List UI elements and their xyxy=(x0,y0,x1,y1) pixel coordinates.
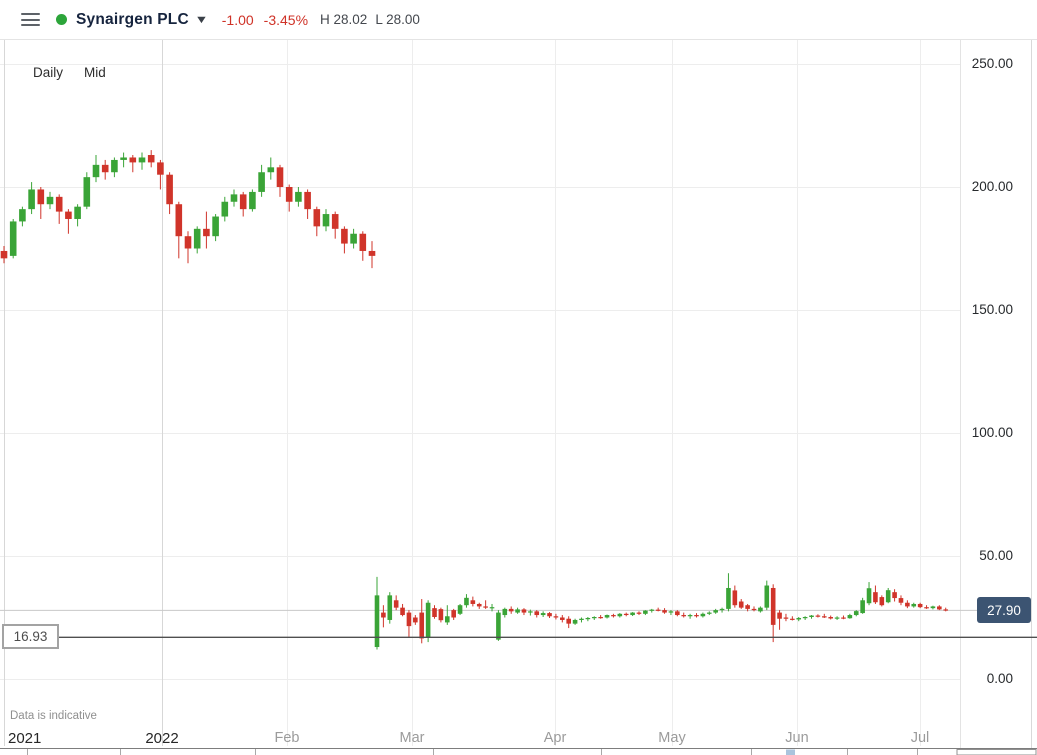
current-price-badge: 27.90 xyxy=(977,597,1031,623)
y-axis-label: 250.00 xyxy=(971,56,1013,71)
y-axis-label: 50.00 xyxy=(979,548,1013,563)
x-axis-label: Jun xyxy=(785,730,809,746)
x-axis-label: May xyxy=(658,730,686,746)
symbol-name[interactable]: Synairgen PLC xyxy=(76,10,189,28)
x-axis-label: 2021 xyxy=(8,730,42,747)
y-axis-label: 200.00 xyxy=(971,179,1013,194)
header-bar: Synairgen PLC ▼ -1.00 -3.45% H 28.02 L 2… xyxy=(0,0,1037,40)
footer-disclaimer: Data is indicative xyxy=(10,710,97,722)
x-axis-label: Feb xyxy=(274,730,300,746)
y-axis-label: 150.00 xyxy=(971,302,1013,317)
y-axis-label: 100.00 xyxy=(971,425,1013,440)
y-axis-label: 0.00 xyxy=(986,671,1013,686)
menu-icon[interactable] xyxy=(21,13,40,26)
x-axis-label: 2022 xyxy=(145,730,179,747)
x-axis-label: Mar xyxy=(399,730,425,746)
price-change: -1.00 xyxy=(221,11,254,28)
x-axis-label: Jul xyxy=(910,730,930,746)
market-open-status-dot xyxy=(56,14,67,25)
session-low: L 28.00 xyxy=(375,12,420,27)
session-high: H 28.02 xyxy=(320,12,368,27)
price-change-percent: -3.45% xyxy=(263,11,309,28)
price-type-mid-button[interactable]: Mid xyxy=(84,65,106,80)
chevron-down-icon[interactable]: ▼ xyxy=(194,13,209,26)
x-axis-label: Apr xyxy=(543,730,567,746)
timeframe-daily-button[interactable]: Daily xyxy=(33,65,64,80)
level-line-label[interactable]: 16.93 xyxy=(2,624,59,649)
